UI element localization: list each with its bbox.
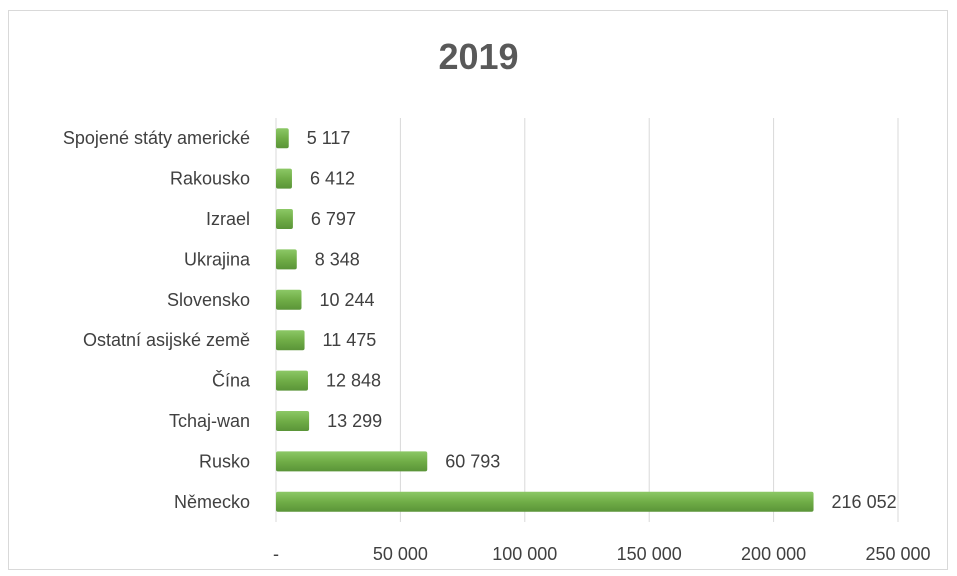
- data-label: 13 299: [327, 411, 382, 431]
- data-label: 6 797: [311, 209, 356, 229]
- category-label: Tchaj-wan: [169, 411, 250, 431]
- bar: [276, 128, 289, 149]
- x-tick-label: 200 000: [741, 544, 806, 564]
- category-label: Čína: [212, 370, 251, 391]
- bar: [276, 249, 297, 270]
- bar: [276, 209, 293, 229]
- x-tick-label: 50 000: [373, 544, 428, 564]
- category-label: Slovensko: [167, 290, 250, 310]
- bar: [276, 491, 814, 512]
- gridlines: [275, 118, 899, 522]
- category-label: Rakousko: [170, 169, 250, 189]
- bar: [276, 330, 305, 351]
- category-label: Rusko: [199, 451, 250, 471]
- data-label: 12 848: [326, 371, 381, 391]
- bar: [276, 289, 302, 310]
- x-tick-label: 250 000: [865, 544, 930, 564]
- data-label: 11 475: [323, 330, 377, 350]
- bar: [276, 168, 292, 189]
- bar: [276, 370, 308, 391]
- bars: [276, 128, 814, 512]
- bar: [276, 411, 310, 431]
- chart-title: 2019: [438, 36, 519, 77]
- category-label: Ostatní asijské země: [83, 330, 250, 350]
- data-label: 6 412: [310, 169, 355, 189]
- data-label: 60 793: [445, 451, 500, 471]
- data-label: 5 117: [307, 128, 351, 148]
- category-label: Spojené státy americké: [63, 128, 250, 148]
- x-tick-label: 100 000: [492, 544, 557, 564]
- category-label: Ukrajina: [184, 249, 251, 269]
- bar: [276, 451, 428, 472]
- labels: - 50 000 100 000 150 000 200 000 250 000 Spoje…: [63, 128, 931, 564]
- category-label: Německo: [174, 492, 250, 512]
- category-label: Izrael: [206, 209, 250, 229]
- x-tick-label: 150 000: [617, 544, 682, 564]
- x-tick-label: -: [273, 544, 279, 564]
- data-label: 216 052: [832, 492, 897, 512]
- data-label: 8 348: [315, 249, 360, 269]
- chart-frame: [8, 10, 948, 570]
- data-label: 10 244: [319, 290, 374, 310]
